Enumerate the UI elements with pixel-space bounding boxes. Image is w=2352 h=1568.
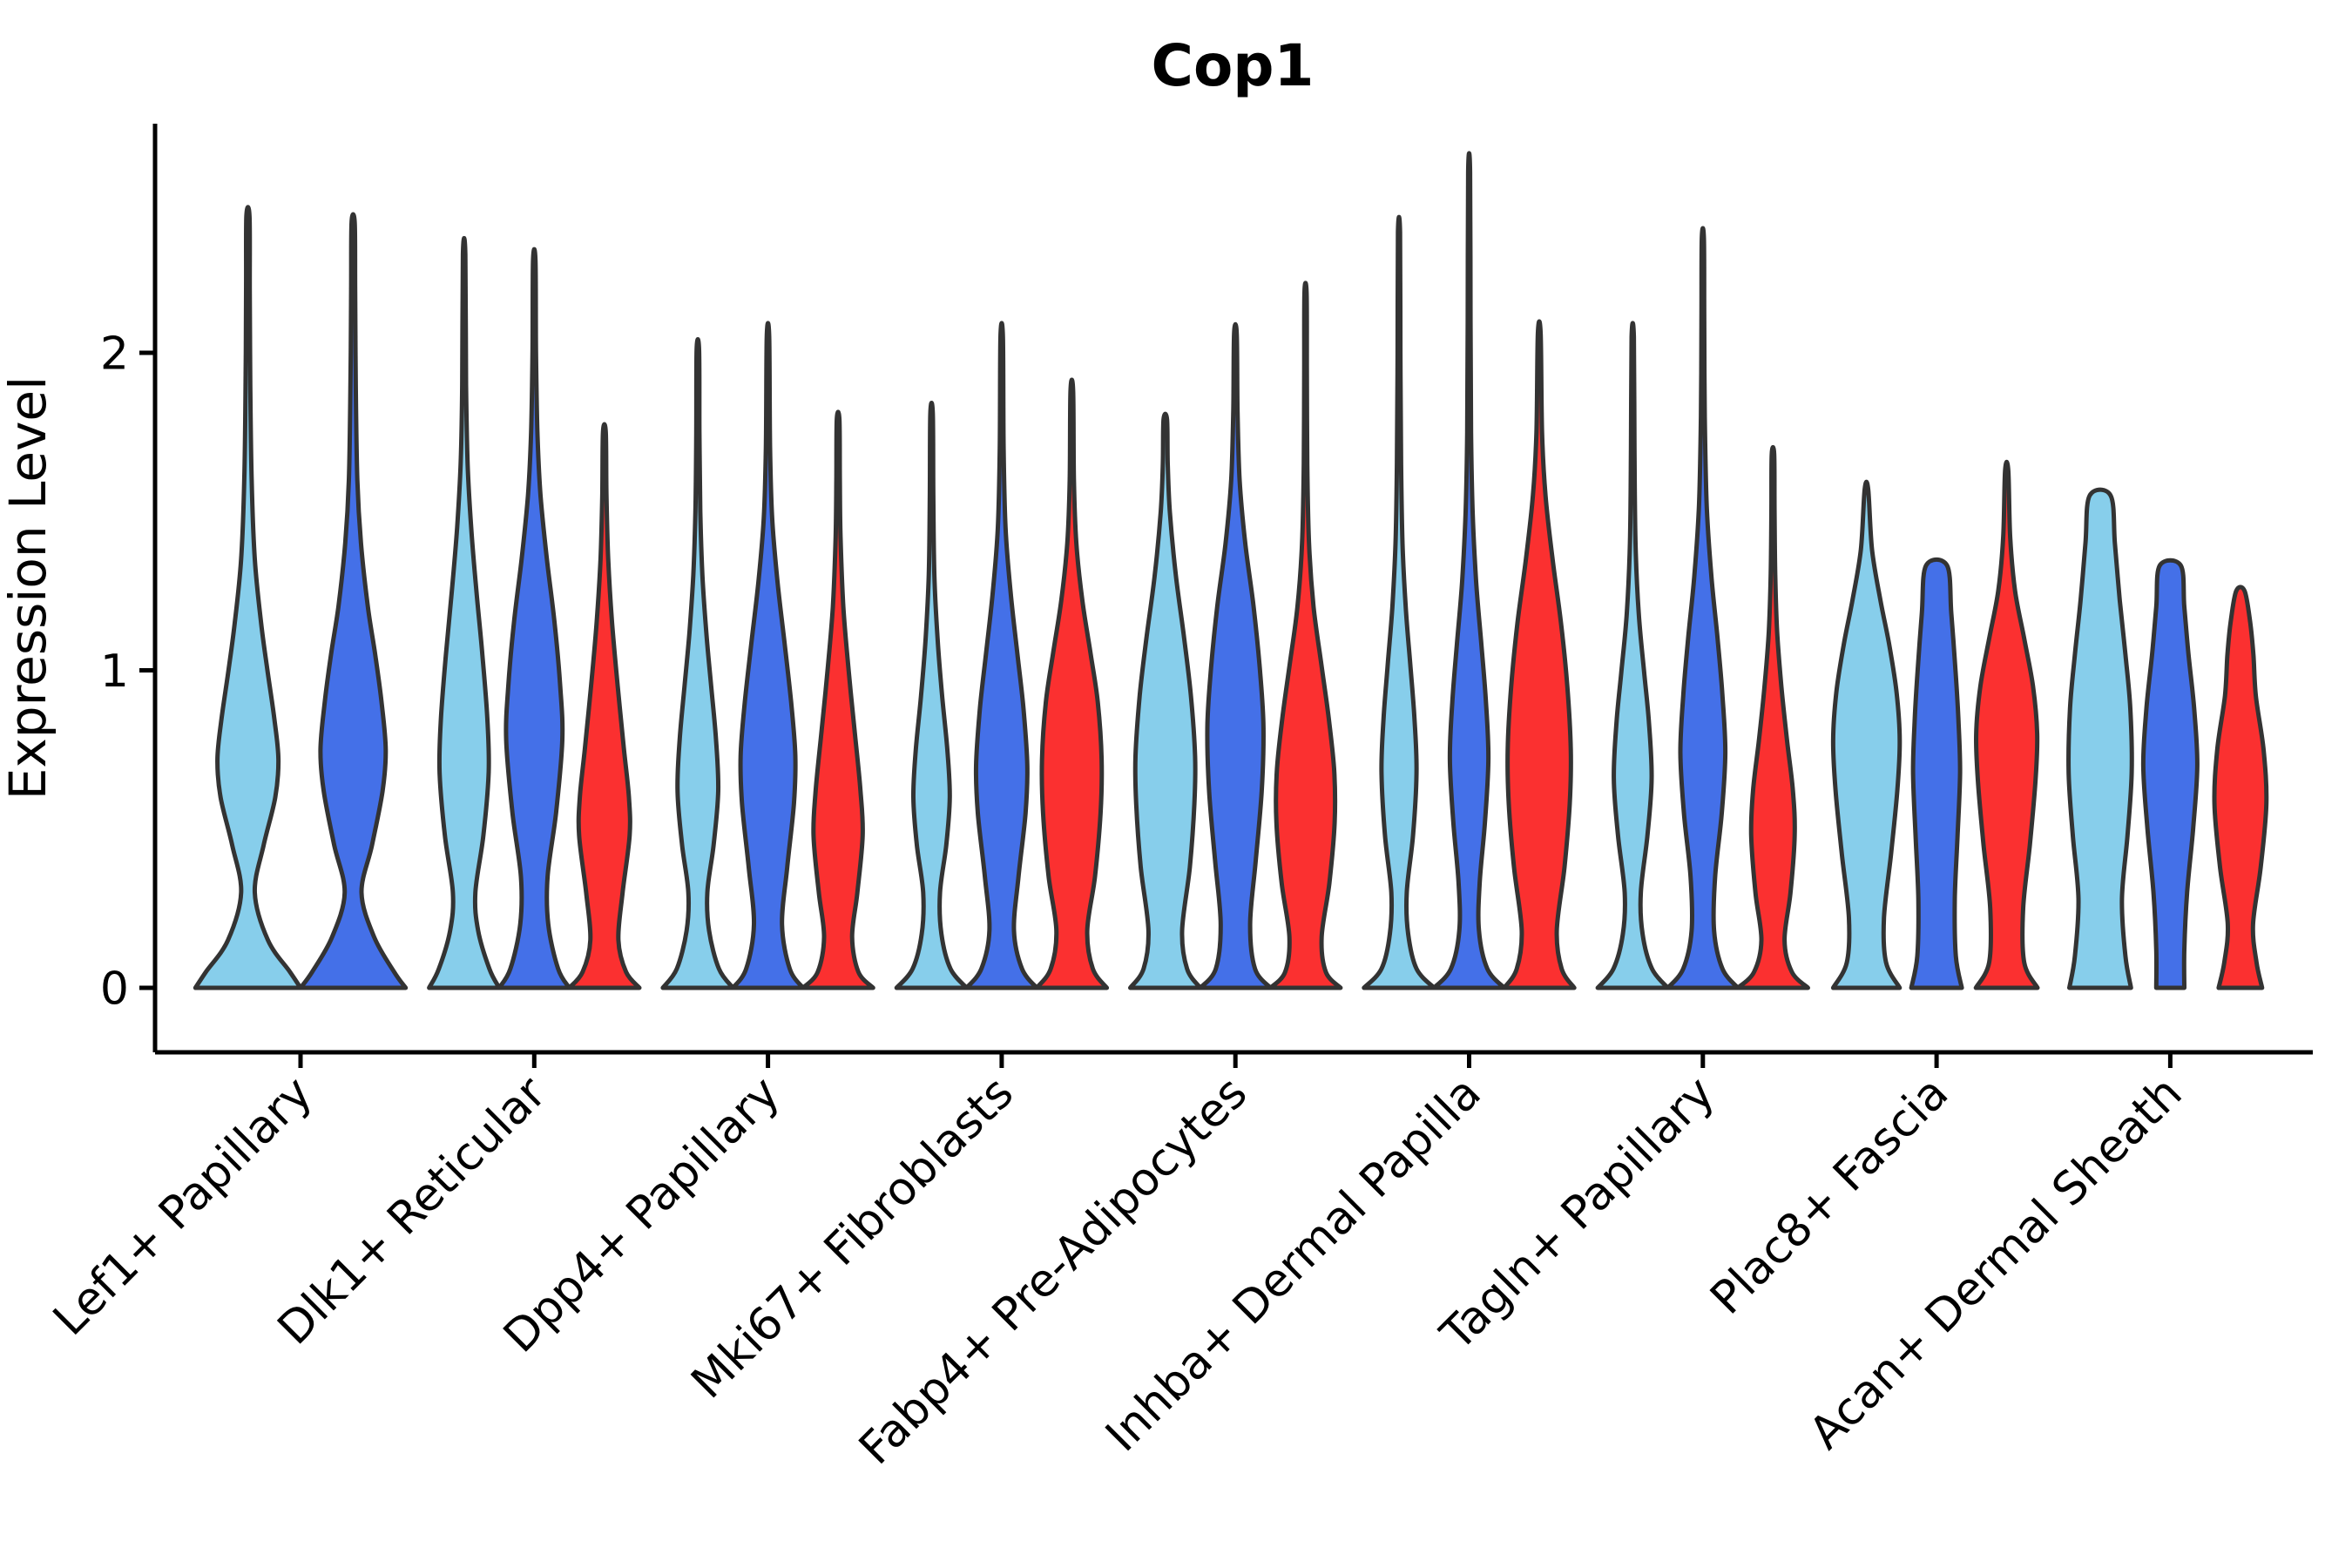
violins-layer [193, 151, 2269, 990]
violin-3-royalblue [964, 321, 1039, 990]
violin-3-skyblue [894, 400, 970, 990]
violin-0-royalblue [298, 212, 409, 990]
violin-0-skyblue [193, 205, 303, 990]
violin-8-skyblue [2066, 487, 2134, 990]
y-axis-label: Expression Level [0, 376, 57, 800]
violin-4-red [1267, 280, 1343, 990]
violin-4-royalblue [1198, 321, 1273, 990]
violin-5-skyblue [1362, 214, 1436, 990]
violin-1-skyblue [427, 235, 502, 990]
violin-2-skyblue [660, 337, 735, 990]
violin-7-royalblue [1909, 557, 1964, 990]
violin-6-royalblue [1666, 226, 1740, 990]
violin-5-red [1502, 319, 1577, 990]
violin-3-red [1034, 377, 1110, 990]
x-tick-label-8: Acan+ Dermal Sheath [1800, 1067, 2193, 1460]
violin-6-skyblue [1595, 321, 1671, 990]
violin-4-skyblue [1128, 411, 1203, 990]
y-axis-ticks: 0 1 2 [100, 328, 155, 1016]
violin-7-red [1973, 459, 2040, 990]
violin-6-red [1735, 444, 1810, 990]
y-tick-label-0: 0 [100, 963, 129, 1016]
violin-7-skyblue [1830, 479, 1903, 990]
y-tick-label-1: 1 [100, 645, 129, 698]
violin-2-royalblue [730, 321, 806, 990]
violin-8-royalblue [2140, 558, 2200, 990]
violin-1-red [567, 422, 642, 990]
x-tick-label-4: Fabp4+ Pre-Adipocytes [849, 1067, 1257, 1475]
violin-2-red [801, 409, 875, 990]
chart-title: Cop1 [1152, 32, 1315, 99]
violin-5-royalblue [1431, 151, 1507, 990]
x-tick-label-7: Plac8+ Fascia [1700, 1067, 1958, 1325]
violin-1-royalblue [497, 247, 571, 990]
x-tick-label-0: Lef1+ Papillary [44, 1067, 322, 1346]
violin-8-red [2212, 585, 2269, 990]
y-tick-label-2: 2 [100, 328, 129, 381]
x-tick-label-5: Inhba+ Dermal Papilla [1096, 1067, 1490, 1462]
